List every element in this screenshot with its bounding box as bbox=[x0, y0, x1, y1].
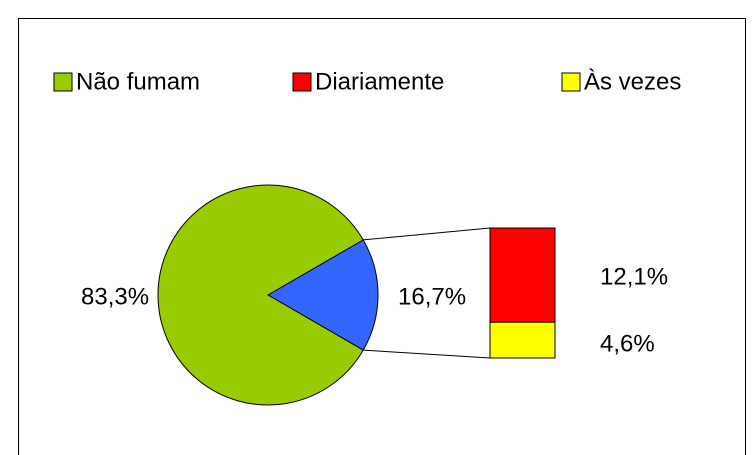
data-label: 12,1% bbox=[600, 263, 668, 290]
data-label: 16,7% bbox=[398, 283, 466, 310]
connector-line bbox=[363, 227, 491, 241]
chart-frame bbox=[18, 18, 746, 455]
legend-label: Não fumam bbox=[76, 68, 200, 95]
data-label: 4,6% bbox=[600, 330, 655, 357]
pie-slice bbox=[267, 239, 379, 351]
legend-swatch bbox=[292, 72, 312, 92]
legend-label: Diariamente bbox=[315, 68, 444, 95]
pie-slice bbox=[157, 184, 364, 406]
bar-segment bbox=[489, 321, 556, 359]
data-label: 83,3% bbox=[81, 283, 149, 310]
connector-line bbox=[363, 349, 491, 359]
legend-label: Às vezes bbox=[584, 68, 681, 95]
legend-swatch bbox=[561, 72, 581, 92]
legend-swatch bbox=[53, 72, 73, 92]
bar-segment bbox=[489, 227, 556, 323]
